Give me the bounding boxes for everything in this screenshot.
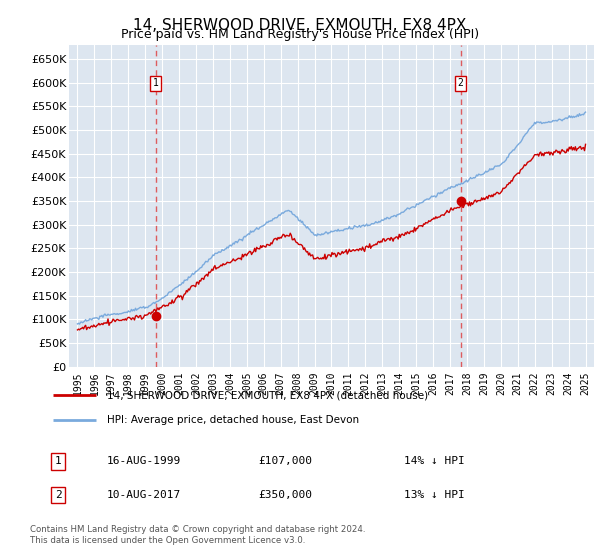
Text: £107,000: £107,000 (258, 456, 312, 466)
Text: 14, SHERWOOD DRIVE, EXMOUTH, EX8 4PX: 14, SHERWOOD DRIVE, EXMOUTH, EX8 4PX (133, 18, 467, 33)
Text: 13% ↓ HPI: 13% ↓ HPI (404, 490, 464, 500)
Text: 2: 2 (458, 78, 463, 88)
Text: 10-AUG-2017: 10-AUG-2017 (107, 490, 181, 500)
Text: HPI: Average price, detached house, East Devon: HPI: Average price, detached house, East… (107, 414, 359, 424)
Text: 1: 1 (153, 78, 158, 88)
Text: £350,000: £350,000 (258, 490, 312, 500)
Text: 16-AUG-1999: 16-AUG-1999 (107, 456, 181, 466)
Text: Contains HM Land Registry data © Crown copyright and database right 2024.
This d: Contains HM Land Registry data © Crown c… (30, 525, 365, 545)
Text: 14% ↓ HPI: 14% ↓ HPI (404, 456, 464, 466)
Text: Price paid vs. HM Land Registry's House Price Index (HPI): Price paid vs. HM Land Registry's House … (121, 28, 479, 41)
Text: 1: 1 (55, 456, 62, 466)
Text: 14, SHERWOOD DRIVE, EXMOUTH, EX8 4PX (detached house): 14, SHERWOOD DRIVE, EXMOUTH, EX8 4PX (de… (107, 390, 428, 400)
Text: 2: 2 (55, 490, 62, 500)
